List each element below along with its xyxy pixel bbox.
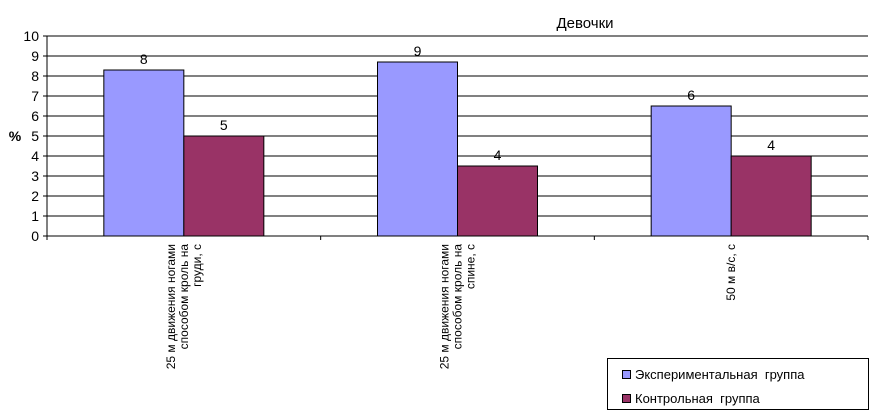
bar-experimental bbox=[650, 105, 732, 237]
y-tick-label: 7 bbox=[31, 88, 39, 104]
y-tick-label: 3 bbox=[31, 168, 39, 184]
bar-experimental bbox=[103, 69, 185, 237]
legend-swatch-control bbox=[622, 394, 631, 403]
category-label-line: 25 м движения ногами bbox=[438, 244, 452, 369]
category-label: 25 м движения ногами способом кроль на гру… bbox=[164, 244, 204, 370]
y-tick-label: 9 bbox=[31, 48, 39, 64]
legend: Экспериментальная группа Контрольная гру… bbox=[607, 358, 869, 410]
y-axis-label: % bbox=[9, 128, 22, 144]
y-tick-label: 1 bbox=[31, 208, 39, 224]
y-tick-label: 6 bbox=[31, 108, 39, 124]
bar-control bbox=[730, 155, 812, 237]
data-label: 5 bbox=[220, 117, 228, 133]
category-label: 25 м движения ногами способом кроль на спи… bbox=[438, 244, 478, 370]
data-label: 4 bbox=[494, 147, 502, 163]
category-label: 50 м в/с, с bbox=[724, 244, 738, 301]
bar-experimental bbox=[377, 61, 458, 237]
category-label-line: 25 м движения ногами bbox=[164, 244, 178, 369]
data-label: 8 bbox=[140, 51, 148, 67]
data-label: 6 bbox=[687, 87, 695, 103]
y-tick-label: 0 bbox=[31, 228, 39, 244]
chart-title: Девочки bbox=[556, 15, 613, 32]
bar-control bbox=[457, 165, 538, 237]
category-label-line: спине, с bbox=[464, 244, 478, 289]
y-tick-label: 5 bbox=[31, 128, 39, 144]
data-label: 4 bbox=[767, 137, 775, 153]
data-label: 9 bbox=[414, 43, 422, 59]
y-tick-label: 4 bbox=[31, 148, 39, 164]
y-tick-label: 10 bbox=[23, 28, 39, 44]
legend-label-experimental: Экспериментальная группа bbox=[635, 367, 805, 382]
category-label-line: 50 м в/с, с bbox=[724, 244, 738, 301]
legend-item-control: Контрольная группа bbox=[622, 391, 760, 406]
legend-label-control: Контрольная группа bbox=[635, 391, 760, 406]
y-tick-label: 8 bbox=[31, 68, 39, 84]
y-tick-label: 2 bbox=[31, 188, 39, 204]
legend-swatch-experimental bbox=[622, 370, 631, 379]
bar-control bbox=[183, 135, 265, 237]
category-label-line: груди, с bbox=[190, 244, 204, 287]
category-label-line: способом кроль на bbox=[451, 244, 465, 350]
category-label-line: способом кроль на bbox=[177, 244, 191, 350]
legend-item-experimental: Экспериментальная группа bbox=[622, 367, 805, 382]
